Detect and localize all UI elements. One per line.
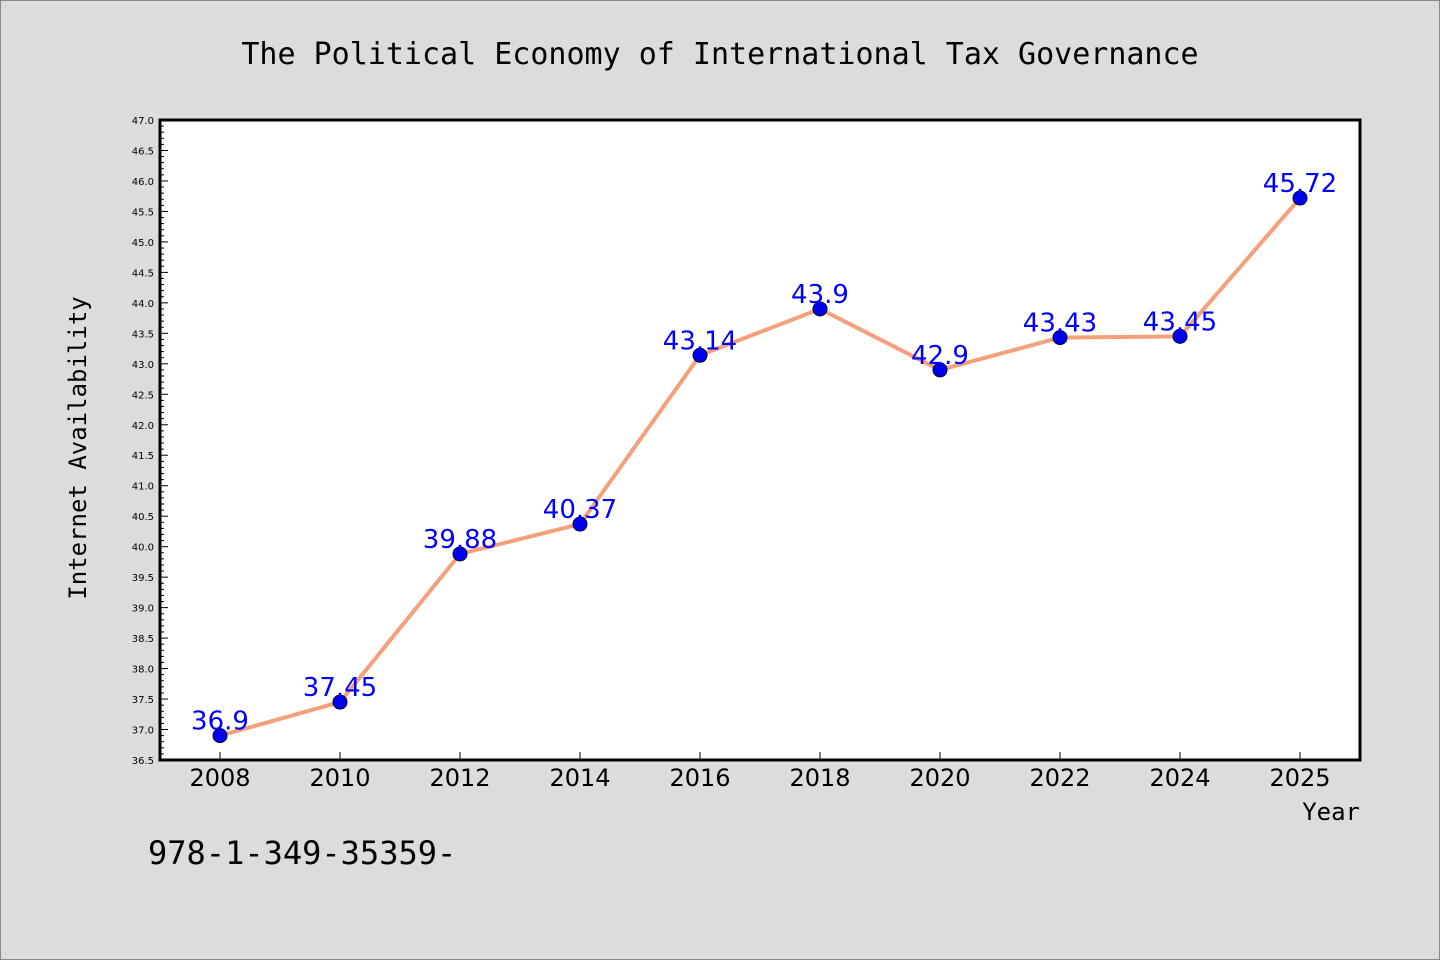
data-label: 39.88 (423, 525, 497, 555)
data-label: 40.37 (543, 495, 617, 525)
x-tick-label: 2024 (1149, 764, 1210, 792)
plot-area (158, 118, 1362, 762)
x-tick-label: 2022 (1029, 764, 1090, 792)
y-tick-label: 37.0 (132, 726, 154, 737)
x-tick-label: 2014 (549, 764, 610, 792)
x-tick-label: 2020 (909, 764, 970, 792)
y-tick-label: 40.0 (132, 543, 154, 554)
series-line (219, 196, 1302, 738)
series-layer: 36.9 37.45 39.88 40.37 43.14 43.9 42.9 43.43 43.… (191, 169, 1337, 744)
y-tick-label: 43.0 (132, 360, 154, 371)
data-point (1052, 330, 1068, 346)
x-axis-label: Year (1302, 798, 1360, 826)
x-tick-label: 2016 (669, 764, 730, 792)
data-label: 43.9 (791, 280, 849, 310)
y-axis: 36.5 37.0 37.5 38.0 38.5 39.0 39.5 40.0 40.5 41.0… (132, 116, 168, 767)
data-label: 45.72 (1263, 169, 1337, 199)
x-tick-label: 2010 (309, 764, 370, 792)
data-point (812, 301, 828, 317)
data-label: 37.45 (303, 673, 377, 703)
y-tick-label: 42.0 (132, 421, 154, 432)
data-point (1292, 190, 1308, 206)
y-tick-label: 36.5 (132, 756, 154, 767)
data-label: 43.45 (1143, 307, 1217, 337)
data-point (1172, 328, 1188, 344)
y-tick-label: 41.5 (132, 451, 154, 462)
y-tick-label: 37.5 (132, 695, 154, 706)
y-tick-label: 44.0 (132, 299, 154, 310)
data-point (572, 516, 588, 532)
data-label: 43.14 (663, 326, 737, 356)
y-tick-label: 47.0 (132, 116, 154, 127)
data-label: 36.9 (191, 707, 249, 737)
y-tick-label: 39.0 (132, 604, 154, 615)
x-tick-label: 2012 (429, 764, 490, 792)
y-tick-label: 46.5 (132, 146, 154, 157)
x-tick-label: 2008 (189, 764, 250, 792)
y-tick-label: 38.0 (132, 665, 154, 676)
y-tick-label: 46.0 (132, 177, 154, 188)
y-tick-label: 45.5 (132, 207, 154, 218)
x-tick-label: 2018 (789, 764, 850, 792)
data-label: 42.9 (911, 341, 969, 371)
y-tick-label: 44.5 (132, 268, 154, 279)
data-point (452, 546, 468, 562)
chart-title: The Political Economy of International T… (241, 37, 1198, 72)
x-tick-label: 2025 (1269, 764, 1330, 792)
y-axis-label: Internet Availability (64, 296, 92, 599)
y-tick-label: 42.5 (132, 390, 154, 401)
y-tick-label: 41.0 (132, 482, 154, 493)
data-label: 43.43 (1023, 309, 1097, 339)
y-tick-label: 38.5 (132, 634, 154, 645)
data-point (692, 347, 708, 363)
x-axis: 2008 2010 2012 2014 2016 2018 2020 2022 2024 2025 (189, 752, 1331, 792)
y-tick-label: 43.5 (132, 329, 154, 340)
data-point (932, 362, 948, 378)
y-tick-label: 40.5 (132, 512, 154, 523)
data-point (332, 694, 348, 710)
y-tick-label: 45.0 (132, 238, 154, 249)
y-tick-label: 39.5 (132, 573, 154, 584)
data-point (212, 728, 228, 744)
footnote-text: 978-1-349-35359- (148, 834, 456, 872)
